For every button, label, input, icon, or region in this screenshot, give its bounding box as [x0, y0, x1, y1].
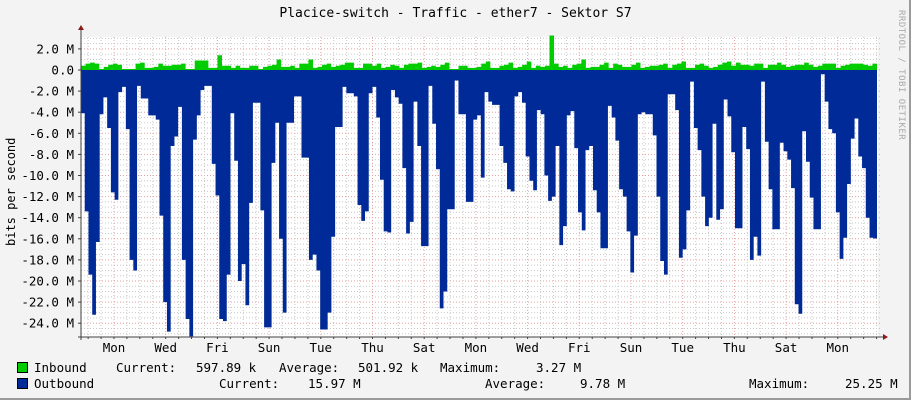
legend-inbound: Inbound Current: 597.89 k Average: 501.9…	[0, 360, 911, 376]
y-tick-label: -6.0 M	[29, 126, 74, 141]
outbound-average-label: Average:	[485, 376, 546, 391]
inbound-average-value: 501.92 k	[358, 360, 419, 375]
y-tick-label: -16.0 M	[21, 231, 74, 246]
inbound-current-label: Current:	[116, 360, 177, 375]
x-tick-label: Fri	[206, 340, 229, 355]
axes	[78, 25, 888, 340]
x-tick-label: Mon	[465, 340, 488, 355]
x-axis-arrow-icon	[883, 334, 888, 340]
x-tick-label: Wed	[154, 340, 177, 355]
outbound-current-value: 15.97 M	[308, 376, 361, 391]
x-tick-label: Tue	[671, 340, 694, 355]
legend-outbound: Outbound Current: 15.97 M Average: 9.78 …	[0, 376, 911, 392]
outbound-average-value: 9.78 M	[580, 376, 626, 391]
x-tick-label: Sat	[775, 340, 798, 355]
x-tick-label: Mon	[103, 340, 126, 355]
inbound-average-label: Average:	[279, 360, 340, 375]
y-tick-label: -20.0 M	[21, 274, 74, 289]
outbound-maximum-value: 25.25 M	[845, 376, 898, 391]
inbound-maximum-label: Maximum:	[440, 360, 501, 375]
y-tick-label: -8.0 M	[29, 147, 74, 162]
graph-title: Placice-switch - Traffic - ether7 - Sekt…	[279, 6, 632, 21]
inbound-area	[81, 35, 877, 70]
x-tick-label: Sun	[620, 340, 643, 355]
y-tick-label: -24.0 M	[21, 316, 74, 331]
y-tick-label: -18.0 M	[21, 252, 74, 267]
inbound-current-value: 597.89 k	[196, 360, 257, 375]
y-tick-label: -12.0 M	[21, 189, 74, 204]
y-tick-label: -14.0 M	[21, 210, 74, 225]
y-tick-label: 0.0	[51, 63, 74, 78]
data-series	[81, 35, 877, 337]
x-tick-labels: Mon Wed Fri Sun Tue Thu Sat Mon Wed Fri Sun Tue Thu S…	[103, 340, 849, 355]
y-tick-label: 2.0 M	[36, 41, 74, 56]
outbound-current-label: Current:	[219, 376, 280, 391]
rrdtool-watermark: RRDTOOL / TOBI OETIKER	[896, 10, 906, 141]
y-tick-labels: 2.0 M 0.0 -2.0 M -4.0 M -6.0 M -8.0 M -10.0 M -…	[21, 41, 74, 330]
y-tick-label: -10.0 M	[21, 168, 74, 183]
x-tick-label: Wed	[516, 340, 539, 355]
x-tick-label: Mon	[827, 340, 850, 355]
y-tick-label: -2.0 M	[29, 84, 74, 99]
inbound-maximum-value: 3.27 M	[536, 360, 582, 375]
outbound-maximum-label: Maximum:	[749, 376, 810, 391]
outbound-area	[81, 70, 877, 337]
inbound-label: Inbound	[34, 360, 87, 375]
inbound-swatch	[17, 362, 28, 373]
x-tick-label: Tue	[310, 340, 333, 355]
x-tick-label: Thu	[361, 340, 384, 355]
x-tick-label: Thu	[723, 340, 746, 355]
outbound-swatch	[17, 378, 28, 389]
y-axis-arrow-icon	[78, 25, 84, 30]
outbound-label: Outbound	[34, 376, 95, 391]
x-tick-label: Sat	[413, 340, 436, 355]
x-tick-label: Fri	[568, 340, 591, 355]
y-tick-label: -22.0 M	[21, 295, 74, 310]
y-tick-label: -4.0 M	[29, 105, 74, 120]
x-tick-label: Sun	[258, 340, 281, 355]
